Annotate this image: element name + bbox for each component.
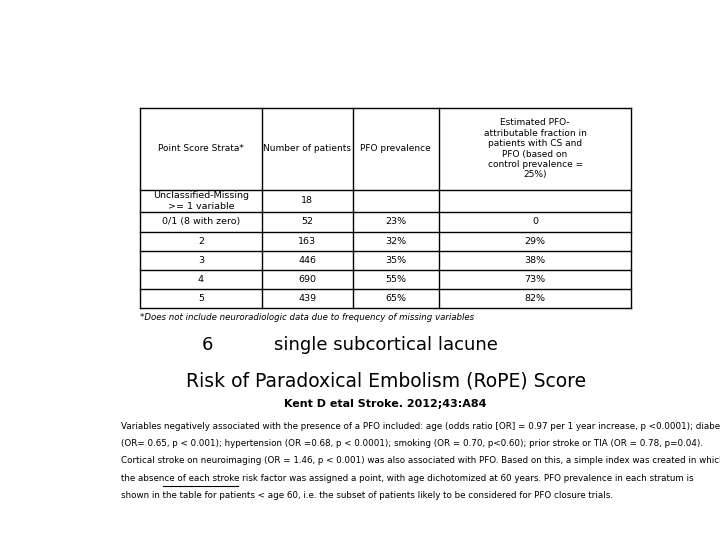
- Text: 82%: 82%: [525, 294, 546, 303]
- Text: 0: 0: [532, 218, 538, 226]
- Text: the absence of each stroke risk factor was assigned a point, with age dichotomiz: the absence of each stroke risk factor w…: [121, 474, 693, 483]
- Text: *Does not include neuroradiologic data due to frequency of missing variables: *Does not include neuroradiologic data d…: [140, 313, 474, 322]
- Text: Point Score Strata*: Point Score Strata*: [158, 145, 244, 153]
- Text: Risk of Paradoxical Embolism (RoPE) Score: Risk of Paradoxical Embolism (RoPE) Scor…: [186, 372, 586, 390]
- Text: 35%: 35%: [385, 256, 406, 265]
- Text: 52: 52: [301, 218, 313, 226]
- Text: Variables negatively associated with the presence of a PFO included: age (odds r: Variables negatively associated with the…: [121, 422, 720, 430]
- Text: 0/1 (8 with zero): 0/1 (8 with zero): [162, 218, 240, 226]
- Text: 439: 439: [298, 294, 316, 303]
- Text: (OR= 0.65, p < 0.001); hypertension (OR =0.68, p < 0.0001); smoking (OR = 0.70, : (OR= 0.65, p < 0.001); hypertension (OR …: [121, 439, 703, 448]
- Text: 5: 5: [198, 294, 204, 303]
- Text: Unclassified-Missing
>= 1 variable: Unclassified-Missing >= 1 variable: [153, 191, 249, 211]
- Text: 18: 18: [301, 197, 313, 206]
- Text: 65%: 65%: [385, 294, 406, 303]
- Text: PFO prevalence: PFO prevalence: [361, 145, 431, 153]
- Text: 2: 2: [198, 237, 204, 246]
- Text: Estimated PFO-
attributable fraction in
patients with CS and
PFO (based on
contr: Estimated PFO- attributable fraction in …: [484, 118, 587, 179]
- Text: 3: 3: [198, 256, 204, 265]
- Text: 4: 4: [198, 275, 204, 284]
- Text: shown in the table for patients < age 60, i.e. the subset of patients likely to : shown in the table for patients < age 60…: [121, 491, 613, 501]
- Text: 446: 446: [298, 256, 316, 265]
- Text: single subcortical lacune: single subcortical lacune: [274, 336, 498, 354]
- Text: 29%: 29%: [525, 237, 546, 246]
- Text: Kent D etal Stroke. 2012;43:A84: Kent D etal Stroke. 2012;43:A84: [284, 399, 487, 409]
- Text: 23%: 23%: [385, 218, 406, 226]
- Text: 690: 690: [298, 275, 316, 284]
- Text: 55%: 55%: [385, 275, 406, 284]
- Text: 38%: 38%: [524, 256, 546, 265]
- Text: 73%: 73%: [524, 275, 546, 284]
- Text: 32%: 32%: [385, 237, 406, 246]
- Text: Number of patients: Number of patients: [264, 145, 351, 153]
- Text: Cortical stroke on neuroimaging (OR = 1.46, p < 0.001) was also associated with : Cortical stroke on neuroimaging (OR = 1.…: [121, 456, 720, 465]
- Text: 6: 6: [202, 336, 213, 354]
- Text: 163: 163: [298, 237, 316, 246]
